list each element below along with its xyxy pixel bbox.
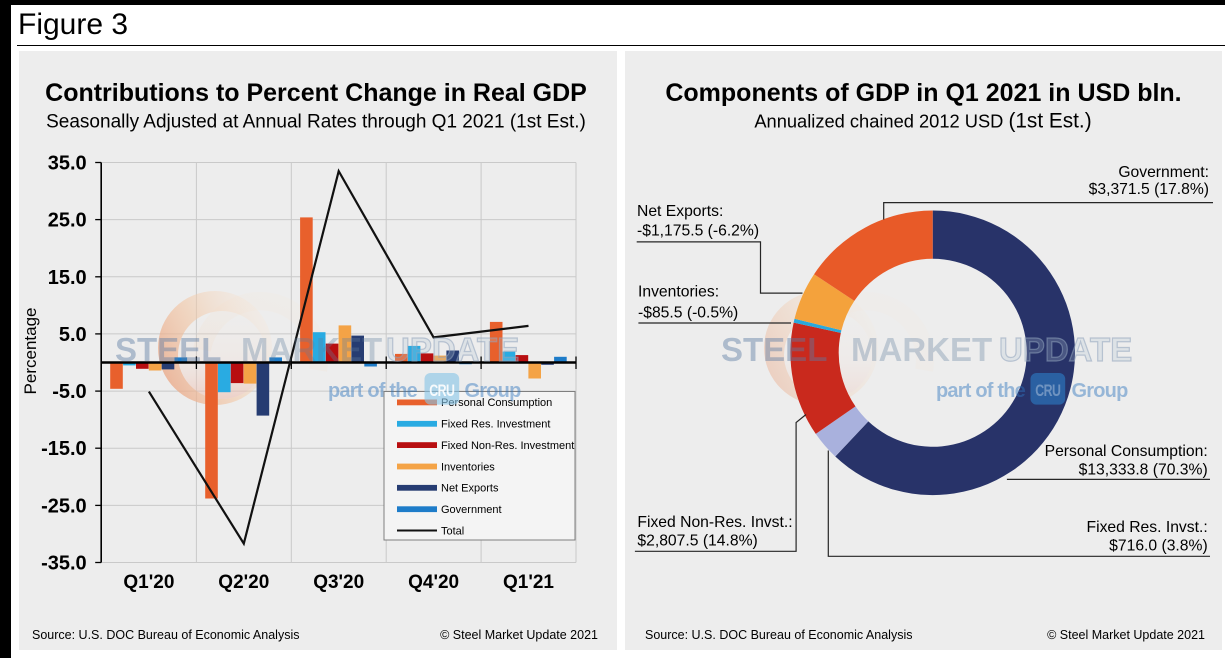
svg-text:Q2'20: Q2'20 xyxy=(218,572,269,593)
svg-text:STEEL: STEEL xyxy=(721,331,827,368)
svg-text:part of the: part of the xyxy=(936,380,1026,402)
svg-text:Group: Group xyxy=(1072,380,1129,402)
svg-text:Government: Government xyxy=(441,504,502,516)
svg-text:Contributions to Percent Chang: Contributions to Percent Change in Real … xyxy=(45,79,587,107)
svg-text:-15.0: -15.0 xyxy=(41,438,87,460)
svg-text:Q4'20: Q4'20 xyxy=(408,572,459,593)
svg-text:STEEL: STEEL xyxy=(115,331,221,368)
svg-text:Inventories:: Inventories: xyxy=(638,283,719,300)
svg-text:Source: U.S. DOC Bureau of Eco: Source: U.S. DOC Bureau of Economic Anal… xyxy=(645,628,912,642)
svg-text:15.0: 15.0 xyxy=(48,267,87,289)
svg-text:-35.0: -35.0 xyxy=(41,553,87,575)
svg-text:MARKET: MARKET xyxy=(241,331,382,368)
svg-text:-$1,175.5 (-6.2%): -$1,175.5 (-6.2%) xyxy=(637,222,759,239)
svg-text:35.0: 35.0 xyxy=(48,153,87,175)
svg-text:Net Exports: Net Exports xyxy=(441,483,499,495)
svg-text:Personal Consumption: Personal Consumption xyxy=(441,397,552,409)
svg-text:Fixed Res. Investment: Fixed Res. Investment xyxy=(441,419,550,431)
svg-text:-5.0: -5.0 xyxy=(52,381,86,403)
svg-text:$13,333.8 (70.3%): $13,333.8 (70.3%) xyxy=(1079,462,1208,479)
svg-text:Q1'20: Q1'20 xyxy=(123,572,174,593)
svg-text:CRU: CRU xyxy=(1035,381,1060,400)
svg-text:Fixed Non-Res. Investment: Fixed Non-Res. Investment xyxy=(441,440,574,452)
svg-text:part of the: part of the xyxy=(328,380,418,402)
svg-text:Inventories: Inventories xyxy=(441,461,495,473)
svg-text:Percentage: Percentage xyxy=(21,308,40,395)
svg-text:UPDATE: UPDATE xyxy=(386,331,519,368)
svg-text:UPDATE: UPDATE xyxy=(999,331,1132,368)
svg-text:Personal Consumption:: Personal Consumption: xyxy=(1045,443,1208,460)
svg-text:© Steel Market Update 2021: © Steel Market Update 2021 xyxy=(1047,628,1205,642)
svg-text:Group: Group xyxy=(465,380,522,402)
svg-text:25.0: 25.0 xyxy=(48,210,87,232)
svg-text:Q1'21: Q1'21 xyxy=(503,572,554,593)
svg-text:$2,807.5 (14.8%): $2,807.5 (14.8%) xyxy=(637,533,757,550)
svg-text:$3,371.5 (17.8%): $3,371.5 (17.8%) xyxy=(1089,181,1209,198)
svg-text:Fixed Non-Res. Invst.:: Fixed Non-Res. Invst.: xyxy=(637,514,792,531)
svg-text:Seasonally Adjusted at Annual: Seasonally Adjusted at Annual Rates thro… xyxy=(46,112,586,133)
svg-text:Total: Total xyxy=(441,525,464,537)
svg-text:© Steel Market Update 2021: © Steel Market Update 2021 xyxy=(440,628,598,642)
svg-text:Government:: Government: xyxy=(1118,164,1209,181)
svg-text:Source: U.S. DOC Bureau of Eco: Source: U.S. DOC Bureau of Economic Anal… xyxy=(32,628,299,642)
svg-text:-$85.5 (-0.5%): -$85.5 (-0.5%) xyxy=(638,305,738,322)
svg-text:Net Exports:: Net Exports: xyxy=(637,203,723,220)
svg-text:Fixed Res. Invst.:: Fixed Res. Invst.: xyxy=(1087,519,1208,536)
svg-text:-25.0: -25.0 xyxy=(41,495,87,517)
svg-text:5.0: 5.0 xyxy=(59,324,87,346)
svg-text:CRU: CRU xyxy=(429,381,454,400)
svg-text:MARKET: MARKET xyxy=(851,331,992,368)
svg-text:Q3'20: Q3'20 xyxy=(313,572,364,593)
svg-text:Annualized chained 2012 USD (1: Annualized chained 2012 USD (1st Est.) xyxy=(754,110,1091,133)
svg-text:$716.0 (3.8%): $716.0 (3.8%) xyxy=(1109,538,1208,555)
svg-text:Components of GDP in Q1 2021 i: Components of GDP in Q1 2021 in USD bln. xyxy=(665,79,1181,107)
